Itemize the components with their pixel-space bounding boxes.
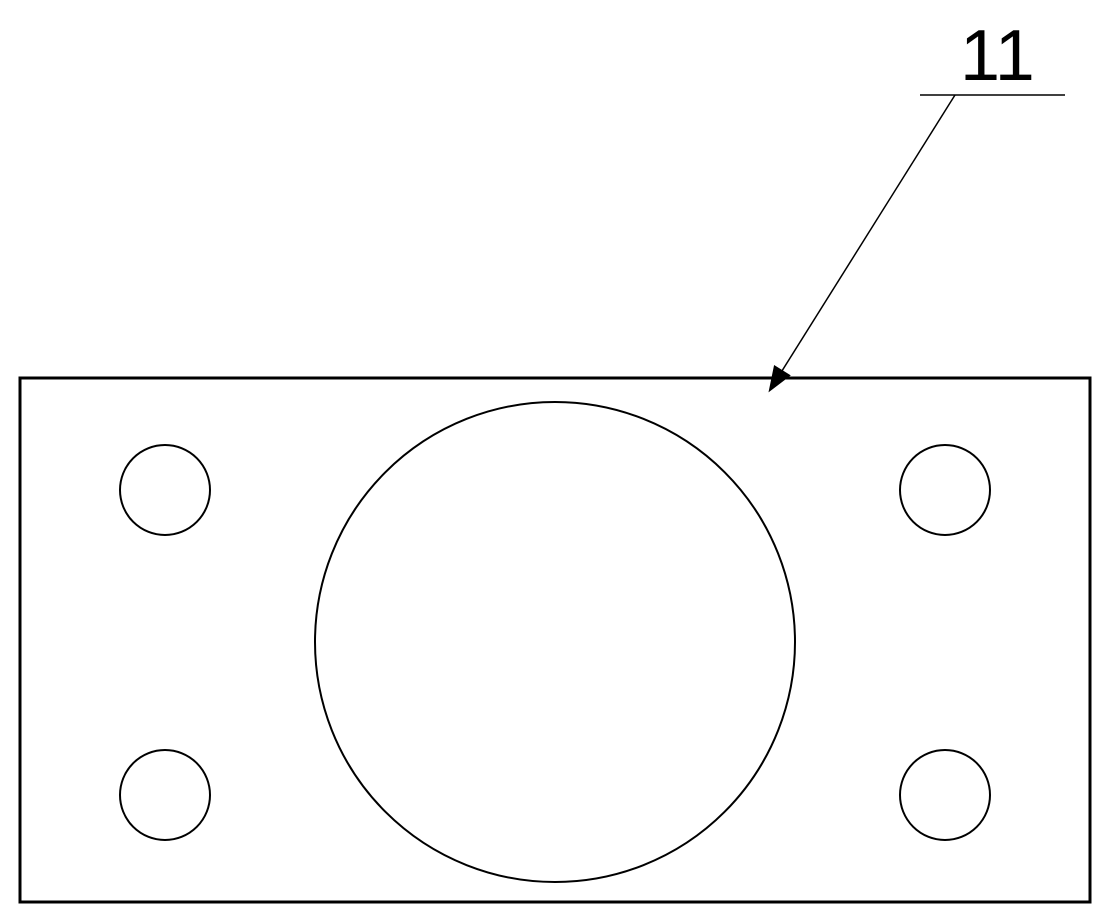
center-hole	[315, 402, 795, 882]
callout-leader	[770, 95, 1065, 390]
plate-outline	[20, 378, 1090, 902]
corner-hole-2	[120, 750, 210, 840]
callout-leader-line	[770, 95, 955, 390]
callout-label: 11	[960, 16, 1035, 96]
technical-diagram: 11	[0, 0, 1110, 923]
callout-arrowhead	[770, 367, 789, 390]
corner-hole-1	[900, 445, 990, 535]
corner-holes-group	[120, 445, 990, 840]
corner-hole-3	[900, 750, 990, 840]
corner-hole-0	[120, 445, 210, 535]
